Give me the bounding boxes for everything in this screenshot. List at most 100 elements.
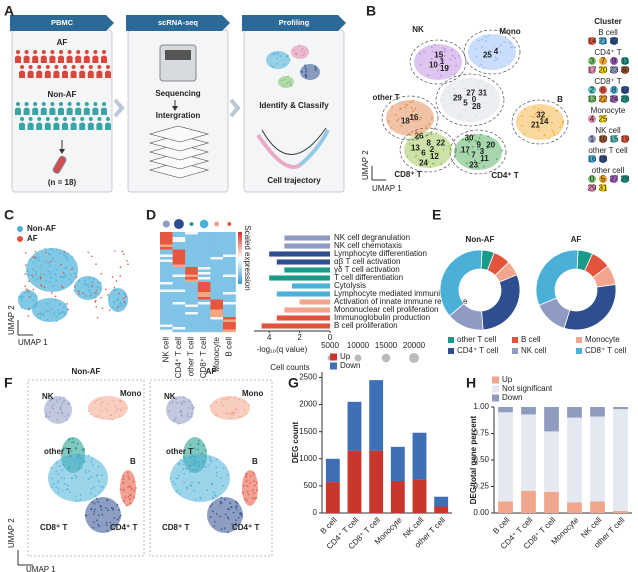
cell-point [212, 496, 214, 499]
bar-segment [613, 510, 628, 513]
cell-point [34, 295, 37, 297]
heatmap-cell [185, 237, 198, 240]
cell-point [36, 304, 38, 307]
cell-point [226, 516, 229, 519]
person-head [54, 65, 59, 69]
cell-point [213, 520, 216, 523]
heatmap-cell [197, 322, 211, 325]
heatmap-cell [160, 264, 173, 268]
bar [284, 307, 330, 313]
heatmap-cell [223, 257, 236, 260]
cell-point [56, 319, 58, 322]
cell-point [128, 477, 131, 480]
heatmap-cell [223, 277, 236, 280]
cell-point [106, 499, 109, 502]
panel-letter: H [466, 375, 476, 391]
cell-point [78, 280, 81, 282]
cell-point [413, 118, 416, 121]
heatmap-cell [197, 324, 211, 328]
cell-point [185, 467, 188, 470]
cell-point [190, 481, 193, 484]
legend-id: 17 [588, 66, 597, 75]
person-head [93, 102, 98, 106]
cell-point [49, 253, 52, 256]
cell-point [431, 162, 434, 165]
cell-point [99, 404, 102, 407]
cell-point [109, 417, 112, 420]
cell-point [203, 463, 206, 466]
cell-point [183, 481, 185, 484]
cell-point [127, 475, 130, 478]
cell-point [55, 249, 58, 252]
cell-point [88, 289, 91, 292]
cell-point [237, 516, 240, 519]
cell-point [40, 264, 42, 267]
cell-point [117, 306, 119, 309]
heatmap-cell [210, 287, 224, 290]
heatmap-cell [172, 294, 186, 298]
y-tick-label: 2500 [299, 373, 317, 382]
cell-point [120, 409, 123, 412]
legend-swatch [588, 66, 596, 74]
cell-point [277, 52, 280, 55]
cell-cluster [300, 64, 320, 80]
heatmap-cell [160, 289, 173, 293]
heatmap-cell [210, 249, 224, 253]
cell-point [211, 503, 214, 506]
person-body [83, 55, 90, 63]
bar-segment [567, 407, 582, 418]
go-term: Activation of innate immune response [334, 297, 468, 306]
heatmap-cell [172, 284, 186, 288]
cell-point [80, 466, 83, 469]
cell-point [175, 397, 178, 400]
cell-point [45, 279, 48, 282]
cell-point [177, 474, 180, 477]
cell-point [67, 413, 69, 416]
cell-point [493, 143, 496, 145]
cluster-outline [381, 95, 439, 141]
cluster-number: 32 [536, 110, 545, 119]
cell-point [478, 65, 481, 68]
person-body [70, 122, 77, 130]
person-body [53, 122, 60, 130]
heatmap-cell [210, 324, 224, 328]
person-head [67, 102, 72, 106]
trajectory-cells [298, 129, 330, 167]
cell-point [122, 478, 125, 480]
heatmap-cell [223, 234, 236, 238]
cell-point [418, 148, 421, 151]
cell-point [55, 315, 58, 318]
step-banner [10, 15, 114, 31]
heatmap-cell [210, 317, 224, 320]
legend-swatch [599, 66, 607, 74]
heatmap-cell [223, 254, 236, 258]
cell-point [542, 118, 545, 121]
heatmap-cell [160, 309, 173, 313]
cell-point [189, 443, 192, 446]
heatmap-cell [210, 259, 224, 263]
cell-point [304, 66, 307, 69]
cell-point [99, 288, 102, 290]
cell-point [202, 466, 205, 468]
cell-point [199, 496, 202, 499]
person-head [20, 117, 24, 121]
person-body [101, 55, 107, 63]
heatmap-cell [185, 329, 198, 333]
person-body [40, 107, 47, 115]
cell-point [83, 449, 85, 452]
cell-point [194, 498, 197, 501]
cell-point [408, 142, 411, 145]
heatmap-cell [197, 304, 211, 308]
cell-point [73, 289, 76, 292]
cell-point [486, 147, 489, 149]
person-body [79, 70, 86, 78]
cell-point [210, 405, 212, 407]
cell-point [122, 253, 125, 255]
cell-point [94, 401, 96, 404]
cell-point [95, 399, 98, 402]
heatmap-cell [197, 329, 211, 333]
cell-point [559, 126, 561, 128]
cell-point [115, 523, 117, 526]
legend-group: Monocyte [591, 106, 626, 115]
go-term: γδ T cell activation [334, 265, 400, 274]
